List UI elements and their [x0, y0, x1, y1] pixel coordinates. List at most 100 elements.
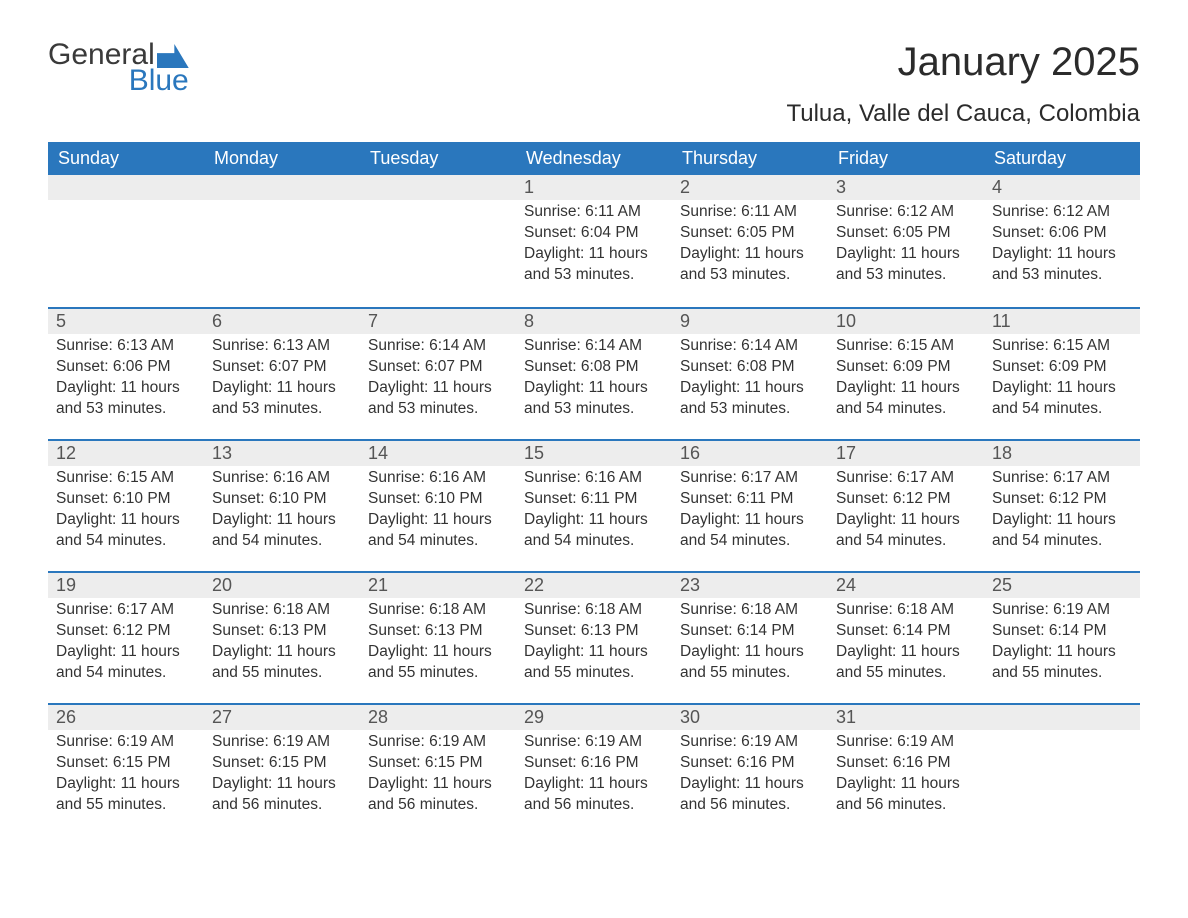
- calendar-cell: 10Sunrise: 6:15 AMSunset: 6:09 PMDayligh…: [828, 307, 984, 439]
- calendar-cell: [984, 703, 1140, 835]
- day-number: [360, 175, 516, 200]
- day-data: Sunrise: 6:19 AMSunset: 6:15 PMDaylight:…: [360, 730, 516, 822]
- day-number: 20: [204, 571, 360, 598]
- day-number: 13: [204, 439, 360, 466]
- day-number: 9: [672, 307, 828, 334]
- calendar-cell: 3Sunrise: 6:12 AMSunset: 6:05 PMDaylight…: [828, 175, 984, 307]
- day-number: 24: [828, 571, 984, 598]
- day-data: Sunrise: 6:17 AMSunset: 6:12 PMDaylight:…: [48, 598, 204, 690]
- calendar-week-row: 5Sunrise: 6:13 AMSunset: 6:06 PMDaylight…: [48, 307, 1140, 439]
- day-data: Sunrise: 6:15 AMSunset: 6:09 PMDaylight:…: [828, 334, 984, 426]
- day-data: Sunrise: 6:18 AMSunset: 6:13 PMDaylight:…: [204, 598, 360, 690]
- calendar-cell: 25Sunrise: 6:19 AMSunset: 6:14 PMDayligh…: [984, 571, 1140, 703]
- day-data: Sunrise: 6:19 AMSunset: 6:16 PMDaylight:…: [672, 730, 828, 822]
- day-number: 14: [360, 439, 516, 466]
- calendar-cell: [204, 175, 360, 307]
- weekday-header: Thursday: [672, 142, 828, 175]
- day-number: 26: [48, 703, 204, 730]
- calendar-cell: 22Sunrise: 6:18 AMSunset: 6:13 PMDayligh…: [516, 571, 672, 703]
- day-number: 23: [672, 571, 828, 598]
- weekday-header: Saturday: [984, 142, 1140, 175]
- calendar-cell: 19Sunrise: 6:17 AMSunset: 6:12 PMDayligh…: [48, 571, 204, 703]
- calendar-cell: 9Sunrise: 6:14 AMSunset: 6:08 PMDaylight…: [672, 307, 828, 439]
- day-data: Sunrise: 6:16 AMSunset: 6:10 PMDaylight:…: [204, 466, 360, 558]
- day-data: Sunrise: 6:16 AMSunset: 6:11 PMDaylight:…: [516, 466, 672, 558]
- day-data: Sunrise: 6:19 AMSunset: 6:16 PMDaylight:…: [828, 730, 984, 822]
- day-number: 27: [204, 703, 360, 730]
- day-number: 25: [984, 571, 1140, 598]
- day-number: 5: [48, 307, 204, 334]
- day-number: [204, 175, 360, 200]
- calendar-cell: 4Sunrise: 6:12 AMSunset: 6:06 PMDaylight…: [984, 175, 1140, 307]
- day-number: 29: [516, 703, 672, 730]
- day-number: 2: [672, 175, 828, 200]
- day-number: 30: [672, 703, 828, 730]
- calendar-week-row: 19Sunrise: 6:17 AMSunset: 6:12 PMDayligh…: [48, 571, 1140, 703]
- calendar-body: 1Sunrise: 6:11 AMSunset: 6:04 PMDaylight…: [48, 175, 1140, 835]
- calendar-cell: 2Sunrise: 6:11 AMSunset: 6:05 PMDaylight…: [672, 175, 828, 307]
- day-data: Sunrise: 6:15 AMSunset: 6:09 PMDaylight:…: [984, 334, 1140, 426]
- weekday-header: Sunday: [48, 142, 204, 175]
- page-title: January 2025: [898, 40, 1140, 85]
- calendar-cell: 26Sunrise: 6:19 AMSunset: 6:15 PMDayligh…: [48, 703, 204, 835]
- day-data: Sunrise: 6:17 AMSunset: 6:11 PMDaylight:…: [672, 466, 828, 558]
- day-data: Sunrise: 6:18 AMSunset: 6:13 PMDaylight:…: [360, 598, 516, 690]
- day-number: 17: [828, 439, 984, 466]
- weekday-header: Monday: [204, 142, 360, 175]
- day-number: 4: [984, 175, 1140, 200]
- day-data: Sunrise: 6:14 AMSunset: 6:07 PMDaylight:…: [360, 334, 516, 426]
- weekday-header: Wednesday: [516, 142, 672, 175]
- calendar-cell: 28Sunrise: 6:19 AMSunset: 6:15 PMDayligh…: [360, 703, 516, 835]
- day-data: Sunrise: 6:12 AMSunset: 6:05 PMDaylight:…: [828, 200, 984, 292]
- calendar-cell: 27Sunrise: 6:19 AMSunset: 6:15 PMDayligh…: [204, 703, 360, 835]
- calendar-cell: 23Sunrise: 6:18 AMSunset: 6:14 PMDayligh…: [672, 571, 828, 703]
- calendar-cell: 18Sunrise: 6:17 AMSunset: 6:12 PMDayligh…: [984, 439, 1140, 571]
- calendar-cell: 20Sunrise: 6:18 AMSunset: 6:13 PMDayligh…: [204, 571, 360, 703]
- logo: General Blue: [48, 40, 189, 96]
- calendar-cell: 11Sunrise: 6:15 AMSunset: 6:09 PMDayligh…: [984, 307, 1140, 439]
- day-number: 12: [48, 439, 204, 466]
- day-number: 8: [516, 307, 672, 334]
- calendar-cell: 1Sunrise: 6:11 AMSunset: 6:04 PMDaylight…: [516, 175, 672, 307]
- weekday-header: Tuesday: [360, 142, 516, 175]
- day-number: [48, 175, 204, 200]
- calendar-cell: 21Sunrise: 6:18 AMSunset: 6:13 PMDayligh…: [360, 571, 516, 703]
- logo-flag-icon: [157, 44, 189, 68]
- day-data: Sunrise: 6:17 AMSunset: 6:12 PMDaylight:…: [984, 466, 1140, 558]
- day-data: Sunrise: 6:19 AMSunset: 6:14 PMDaylight:…: [984, 598, 1140, 690]
- day-number: 22: [516, 571, 672, 598]
- day-data: Sunrise: 6:18 AMSunset: 6:13 PMDaylight:…: [516, 598, 672, 690]
- calendar-week-row: 26Sunrise: 6:19 AMSunset: 6:15 PMDayligh…: [48, 703, 1140, 835]
- day-data: Sunrise: 6:13 AMSunset: 6:06 PMDaylight:…: [48, 334, 204, 426]
- day-data: Sunrise: 6:14 AMSunset: 6:08 PMDaylight:…: [672, 334, 828, 426]
- day-data: Sunrise: 6:15 AMSunset: 6:10 PMDaylight:…: [48, 466, 204, 558]
- calendar-cell: 29Sunrise: 6:19 AMSunset: 6:16 PMDayligh…: [516, 703, 672, 835]
- header: General Blue January 2025: [48, 40, 1140, 96]
- day-data: Sunrise: 6:16 AMSunset: 6:10 PMDaylight:…: [360, 466, 516, 558]
- day-data: Sunrise: 6:19 AMSunset: 6:15 PMDaylight:…: [48, 730, 204, 822]
- calendar-cell: 15Sunrise: 6:16 AMSunset: 6:11 PMDayligh…: [516, 439, 672, 571]
- day-data: Sunrise: 6:19 AMSunset: 6:15 PMDaylight:…: [204, 730, 360, 822]
- day-data: Sunrise: 6:17 AMSunset: 6:12 PMDaylight:…: [828, 466, 984, 558]
- page-subtitle: Tulua, Valle del Cauca, Colombia: [48, 100, 1140, 128]
- calendar-cell: 8Sunrise: 6:14 AMSunset: 6:08 PMDaylight…: [516, 307, 672, 439]
- calendar-cell: 17Sunrise: 6:17 AMSunset: 6:12 PMDayligh…: [828, 439, 984, 571]
- day-data: Sunrise: 6:14 AMSunset: 6:08 PMDaylight:…: [516, 334, 672, 426]
- day-number: 28: [360, 703, 516, 730]
- day-data: Sunrise: 6:18 AMSunset: 6:14 PMDaylight:…: [672, 598, 828, 690]
- weekday-header-row: SundayMondayTuesdayWednesdayThursdayFrid…: [48, 142, 1140, 175]
- day-data: Sunrise: 6:12 AMSunset: 6:06 PMDaylight:…: [984, 200, 1140, 292]
- calendar-cell: 5Sunrise: 6:13 AMSunset: 6:06 PMDaylight…: [48, 307, 204, 439]
- calendar-cell: 13Sunrise: 6:16 AMSunset: 6:10 PMDayligh…: [204, 439, 360, 571]
- day-number: [984, 703, 1140, 730]
- calendar-cell: 16Sunrise: 6:17 AMSunset: 6:11 PMDayligh…: [672, 439, 828, 571]
- day-number: 3: [828, 175, 984, 200]
- day-number: 18: [984, 439, 1140, 466]
- day-number: 10: [828, 307, 984, 334]
- calendar-cell: 7Sunrise: 6:14 AMSunset: 6:07 PMDaylight…: [360, 307, 516, 439]
- day-data: Sunrise: 6:13 AMSunset: 6:07 PMDaylight:…: [204, 334, 360, 426]
- calendar-cell: 24Sunrise: 6:18 AMSunset: 6:14 PMDayligh…: [828, 571, 984, 703]
- calendar-cell: 14Sunrise: 6:16 AMSunset: 6:10 PMDayligh…: [360, 439, 516, 571]
- calendar-cell: [48, 175, 204, 307]
- calendar-cell: 30Sunrise: 6:19 AMSunset: 6:16 PMDayligh…: [672, 703, 828, 835]
